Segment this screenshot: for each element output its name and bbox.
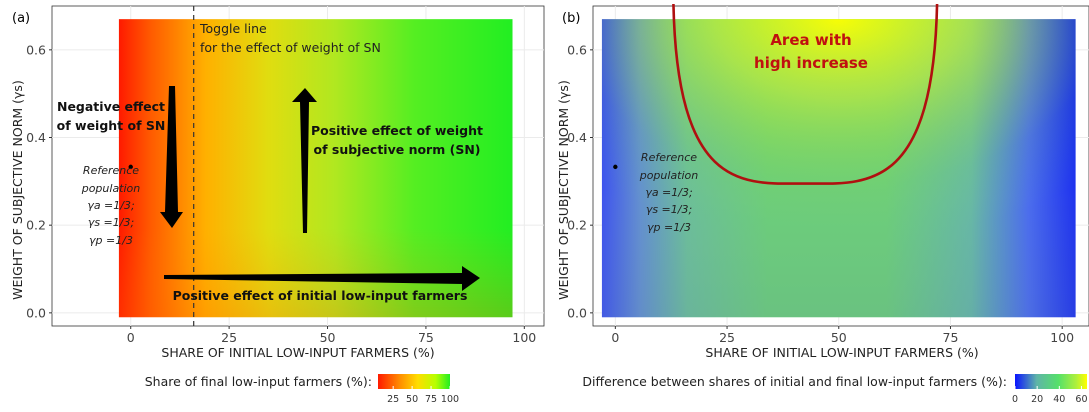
x-tick-label: 50 (320, 330, 336, 345)
y-tick-label: 0.0 (567, 305, 587, 320)
panel-b-legend-ticks: 0 20 40 60 (1012, 386, 1088, 405)
positive-sn-label-2: of subjective norm (SN) (314, 142, 481, 157)
panel-b-label: (b) (562, 11, 580, 26)
reference-point (613, 164, 618, 170)
panel-b-x-ticks: 0 25 50 75 100 (611, 326, 1074, 345)
panel-a-x-ticks: 0 25 50 75 100 (127, 326, 536, 345)
panel-a: (a) 0 25 50 75 100 0.0 0.2 0.4 0.6 SHARE OF INI… (10, 5, 545, 405)
x-tick-label: 75 (418, 330, 434, 345)
panel-b-heatmap-shade (601, 19, 1076, 318)
x-tick-label: 0 (611, 330, 619, 345)
toggle-line-label-2: for the effect of weight of SN (200, 40, 381, 55)
positive-sn-arrow (292, 88, 317, 233)
positive-initial-label: Positive effect of initial low-input far… (173, 288, 468, 303)
panel-b-legend-title: Difference between shares of initial and… (582, 374, 1007, 389)
y-tick-label: 0.4 (567, 130, 587, 145)
y-tick-label: 0.2 (567, 218, 587, 233)
reference-label-line: γp =1/3 (89, 234, 133, 247)
y-tick-label: 0.0 (26, 305, 46, 320)
panel-a-label: (a) (12, 11, 30, 26)
x-tick-label: 25 (221, 330, 237, 345)
panel-a-y-ticks: 0.0 0.2 0.4 0.6 (26, 42, 52, 320)
negative-effect-label-1: Negative effect (57, 99, 165, 114)
y-tick-label: 0.6 (26, 42, 46, 57)
legend-tick-label: 0 (1012, 394, 1018, 405)
toggle-line-label-1: Toggle line (199, 21, 267, 36)
reference-label-line: γa =1/3; (87, 199, 134, 212)
panel-a-legend-bar (378, 374, 450, 389)
panel-a-heatmap-shade (118, 19, 513, 318)
negative-effect-label-2: of weight of SN (57, 118, 166, 133)
y-tick-label: 0.6 (567, 42, 587, 57)
reference-label-line: Reference (83, 164, 139, 177)
panel-a-legend-title: Share of final low-input farmers (%): (145, 374, 372, 389)
x-tick-label: 75 (943, 330, 959, 345)
x-tick-label: 100 (512, 330, 536, 345)
reference-label-line: population (81, 182, 141, 195)
panel-b-legend-bar (1015, 374, 1087, 389)
panel-b: (b) 0 25 50 75 100 0.0 0.2 0.4 0.6 SHARE OF INI… (556, 3, 1089, 405)
x-tick-label: 50 (831, 330, 847, 345)
panel-b-x-axis-label: SHARE OF INITIAL LOW-INPUT FARMERS (%) (705, 345, 978, 360)
legend-tick-label: 60 (1075, 394, 1087, 405)
area-label-2: high increase (754, 54, 868, 72)
panel-b-y-ticks: 0.0 0.2 0.4 0.6 (567, 42, 593, 320)
legend-tick-label: 75 (425, 394, 437, 405)
negative-effect-arrow (160, 86, 183, 228)
panel-a-y-axis-label: WEIGHT OF SUBJECTIVE NORM (γs) (10, 80, 25, 300)
reference-label-line: Reference (641, 151, 697, 164)
positive-sn-label-1: Positive effect of weight (311, 123, 483, 138)
x-tick-label: 0 (127, 330, 135, 345)
area-label-1: Area with (770, 31, 851, 49)
reference-point (128, 164, 133, 170)
panel-a-legend-ticks: 25 50 75 100 (387, 386, 459, 405)
legend-tick-label: 25 (387, 394, 399, 405)
y-tick-label: 0.2 (26, 218, 46, 233)
reference-label-line: γs =1/3; (88, 216, 134, 229)
reference-label-line: γp =1/3 (647, 221, 691, 234)
legend-tick-label: 40 (1053, 394, 1065, 405)
legend-tick-label: 50 (406, 394, 418, 405)
panel-b-y-axis-label: WEIGHT OF SUBJECTIVE NORM (γs) (556, 80, 571, 300)
high-increase-boundary (672, 3, 939, 185)
x-tick-label: 100 (1050, 330, 1074, 345)
reference-label-line: γs =1/3; (646, 203, 692, 216)
panel-a-x-axis-label: SHARE OF INITIAL LOW-INPUT FARMERS (%) (161, 345, 434, 360)
reference-label-line: population (639, 169, 699, 182)
x-tick-label: 25 (719, 330, 735, 345)
reference-label: Reference population γa =1/3; γs =1/3; γ… (639, 151, 699, 234)
positive-initial-arrow (164, 266, 480, 291)
reference-label: Reference population γa =1/3; γs =1/3; γ… (81, 164, 141, 247)
y-tick-label: 0.4 (26, 130, 46, 145)
legend-tick-label: 20 (1031, 394, 1043, 405)
legend-tick-label: 100 (441, 394, 459, 405)
reference-label-line: γa =1/3; (645, 186, 692, 199)
